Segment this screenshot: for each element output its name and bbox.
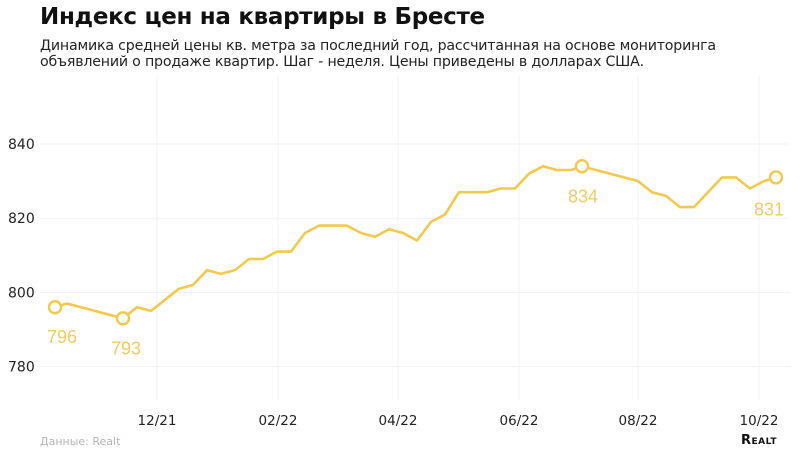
marker-circle-icon <box>768 170 784 185</box>
y-tick-label: 840 <box>8 137 35 153</box>
chart-title: Индекс цен на квартиры в Бресте <box>40 4 485 30</box>
x-axis: 12/21 02/22 04/22 06/22 08/22 10/22 <box>138 413 779 429</box>
price-line <box>53 165 778 320</box>
y-axis: 780 800 820 840 <box>8 137 35 376</box>
chart-subtitle: Динамика средней цены кв. метра за после… <box>40 38 780 70</box>
data-source: Данные: Realt <box>40 435 121 448</box>
value-label: 834 <box>568 186 598 206</box>
x-tick-label: 04/22 <box>379 413 418 429</box>
y-tick-label: 800 <box>8 285 35 301</box>
y-tick-label: 780 <box>8 360 35 376</box>
x-tick-label: 12/21 <box>138 413 177 429</box>
value-label: 831 <box>754 199 784 219</box>
marker-circle-icon <box>47 300 63 315</box>
gridlines <box>40 75 790 400</box>
subtitle-line-1: Динамика средней цены кв. метра за после… <box>40 38 716 54</box>
x-tick-label: 08/22 <box>619 413 658 429</box>
value-label: 796 <box>47 327 77 347</box>
subtitle-line-2: объявлений о продаже квартир. Шаг - неде… <box>40 54 644 70</box>
marker-circle-icon <box>115 311 131 326</box>
value-label: 793 <box>111 338 141 358</box>
x-tick-label: 02/22 <box>259 413 298 429</box>
y-tick-label: 820 <box>8 211 35 227</box>
realt-logo: Realt <box>741 433 778 448</box>
x-tick-label: 06/22 <box>500 413 539 429</box>
value-annotations: 796 793 834 831 <box>47 159 784 358</box>
marker-circle-icon <box>574 159 590 174</box>
x-tick-label: 10/22 <box>740 413 779 429</box>
